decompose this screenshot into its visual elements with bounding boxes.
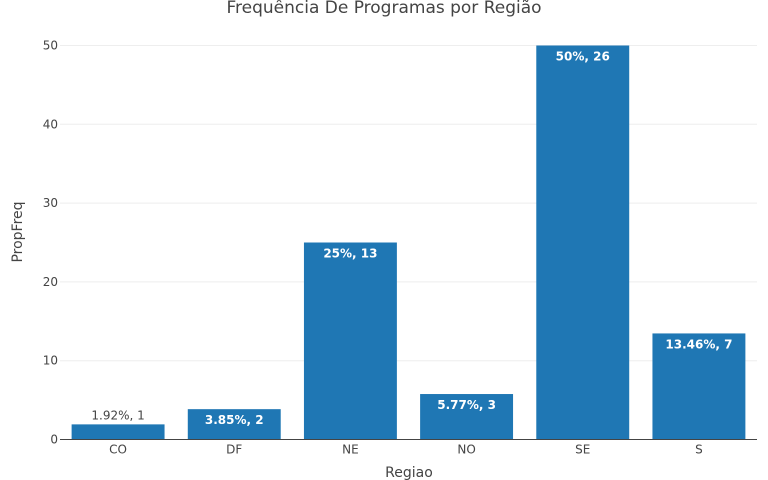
x-tick-label-ne: NE — [342, 443, 359, 457]
bar-no — [420, 394, 514, 440]
bar-data-label-s: 13.46%, 7 — [665, 337, 732, 351]
bar-df — [187, 409, 281, 440]
bar-co — [71, 424, 165, 440]
x-tick-label-df: DF — [226, 443, 242, 457]
bar-data-label-ne: 25%, 13 — [323, 247, 377, 261]
x-tick-label-s: S — [695, 443, 703, 457]
gridlines — [60, 45, 757, 362]
bar-labels: 1.92%, 1 3.85%, 2 25%, 13 5.77%, 3 50%, 26 13… — [91, 50, 732, 428]
bar-data-label-df: 3.85%, 2 — [205, 413, 264, 427]
y-tick-label: 10 — [43, 354, 58, 368]
bar-se — [536, 45, 630, 440]
y-axis-title: PropFreq — [10, 201, 26, 262]
bar-data-label-co: 1.92%, 1 — [91, 408, 144, 422]
y-tick-label: 40 — [43, 117, 58, 131]
bar-data-label-no: 5.77%, 3 — [437, 398, 496, 412]
bar-s — [652, 333, 746, 440]
x-tick-label-co: CO — [109, 443, 127, 457]
x-axis-ticks: CO DF NE NO SE S — [109, 443, 703, 457]
chart-title: Frequência De Programas por Região — [226, 0, 541, 18]
y-tick-label: 20 — [43, 275, 58, 289]
x-tick-label-no: NO — [457, 443, 475, 457]
y-tick-label: 30 — [43, 196, 58, 210]
y-axis-ticks: 0 10 20 30 40 50 — [43, 39, 58, 447]
bar-data-label-se: 50%, 26 — [556, 50, 610, 64]
y-tick-label: 50 — [43, 39, 58, 53]
x-axis-title: Regiao — [385, 465, 433, 480]
bar-ne — [303, 242, 397, 440]
bars — [71, 45, 746, 440]
y-tick-label: 0 — [50, 433, 58, 447]
x-tick-label-se: SE — [575, 443, 590, 457]
